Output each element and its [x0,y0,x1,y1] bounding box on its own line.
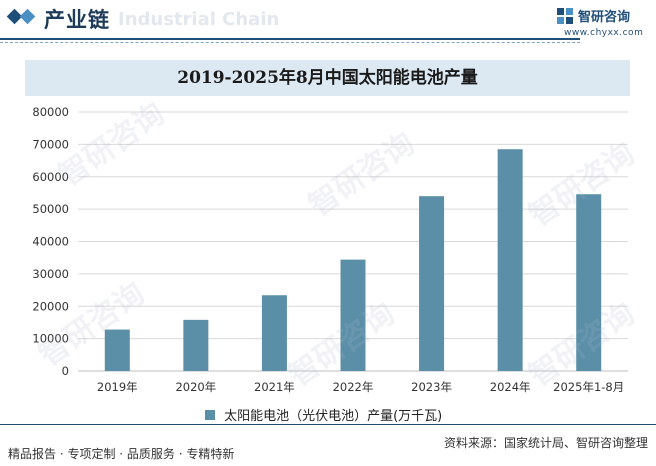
y-tick-label: 10000 [32,332,69,346]
y-tick-label: 60000 [32,170,69,184]
chart-title: 2019-2025年8月中国太阳能电池产量 [177,68,478,88]
legend: 太阳能电池（光伏电池）产量(万千瓦) [205,404,443,424]
grid-layer [78,111,628,372]
header: Industrial Chain 产业链 智研咨询 www.chyxx.com [0,0,656,43]
bar-2024年 [497,149,523,371]
chart-title-bar: 2019-2025年8月中国太阳能电池产量 [25,60,630,96]
logo-icon [557,8,573,24]
bar-2020年 [183,319,209,371]
x-tick-label: 2021年 [254,380,295,394]
header-watermark: Industrial Chain [118,9,280,30]
diamond-icon [19,8,36,25]
x-tick-label: 2024年 [490,380,531,394]
x-tick-label: 2020年 [175,380,216,394]
section-title: 产业链 [44,8,110,32]
y-tick-label: 0 [62,364,69,378]
x-tick-label: 2025年1-8月 [553,380,624,394]
y-tick-label: 30000 [32,267,69,281]
bar-chart: 0 10000 20000 30000 40000 50000 60000 70000 8000… [32,105,628,394]
logo-name: 智研咨询 [578,10,631,25]
bar-2023年 [419,196,445,371]
y-tick-label: 20000 [32,299,69,313]
footer-slogan: 精品报告 · 专项定制 · 品质服务 · 专精特新 [8,447,235,461]
y-tick-label: 80000 [32,105,69,119]
x-tick-label: 2023年 [411,380,452,394]
footer-divider [0,424,656,425]
label-layer: 0 10000 20000 30000 40000 50000 60000 70000 8000… [32,105,624,394]
x-tick-label: 2022年 [333,380,374,394]
y-tick-label: 40000 [32,235,69,249]
bar-2019年 [104,329,130,371]
bar-2025年1-8月 [576,194,602,371]
y-tick-label: 50000 [32,202,69,216]
brand-logo: 智研咨询 www.chyxx.com [552,6,648,42]
header-divider [0,38,580,40]
source-note: 资料来源：国家统计局、智研咨询整理 [443,436,648,450]
x-tick-label: 2019年 [97,380,138,394]
bar-layer [104,149,602,371]
bar-2022年 [340,259,366,371]
legend-swatch [205,409,215,420]
header-divider-dashed [0,42,580,43]
legend-label: 太阳能电池（光伏电池）产量(万千瓦) [224,409,443,424]
y-tick-label: 70000 [32,137,69,151]
logo-url: www.chyxx.com [564,28,644,38]
bar-2021年 [261,295,287,371]
